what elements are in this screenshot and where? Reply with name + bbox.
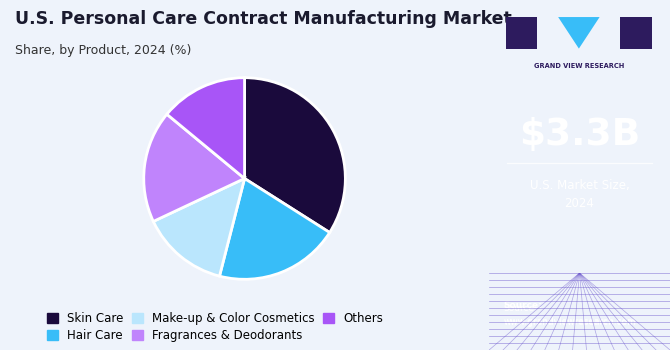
Text: Source:: Source: [504,301,542,310]
Legend: Skin Care, Hair Care, Make-up & Color Cosmetics, Fragrances & Deodorants, Others: Skin Care, Hair Care, Make-up & Color Co… [45,310,385,344]
Text: U.S. Personal Care Contract Manufacturing Market: U.S. Personal Care Contract Manufacturin… [15,10,511,28]
Wedge shape [153,178,245,276]
Text: www.grandviewresearch.com: www.grandviewresearch.com [504,318,636,327]
Polygon shape [558,17,600,49]
Bar [620,17,652,49]
Wedge shape [167,78,245,178]
Wedge shape [245,78,345,232]
Text: Source:
www.grandviewresearch.com: Source: www.grandviewresearch.com [504,304,636,326]
Text: Share, by Product, 2024 (%): Share, by Product, 2024 (%) [15,44,191,57]
Text: $3.3B: $3.3B [519,117,640,153]
Text: U.S. Market Size,
2024: U.S. Market Size, 2024 [530,179,629,210]
Wedge shape [220,178,330,279]
Text: GRAND VIEW RESEARCH: GRAND VIEW RESEARCH [534,63,624,69]
Bar [506,17,537,49]
Wedge shape [144,114,245,222]
